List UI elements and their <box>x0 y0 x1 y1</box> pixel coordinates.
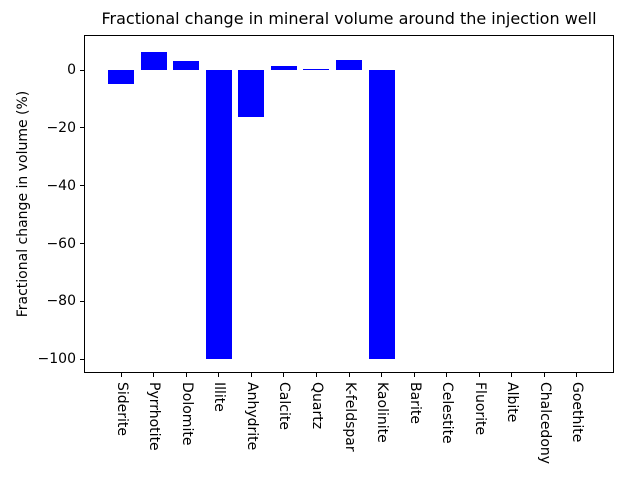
x-tick-mark <box>121 373 122 377</box>
bar-anhydrite <box>238 70 265 117</box>
bar-kaolinite <box>368 70 395 360</box>
bar-calcite <box>270 66 297 70</box>
x-tick-label-chalcedony: Chalcedony <box>536 382 553 465</box>
x-tick-mark <box>414 373 415 377</box>
y-tick-mark <box>80 185 84 186</box>
x-tick-label-kaolinite: Kaolinite <box>374 382 391 443</box>
bar-pyrrhotite <box>140 52 167 70</box>
x-tick-label-k-feldspar: K-feldspar <box>341 382 358 452</box>
x-tick-mark <box>283 373 284 377</box>
x-tick-mark <box>446 373 447 377</box>
x-tick-label-barite: Barite <box>406 382 423 424</box>
x-tick-label-albite: Albite <box>504 382 521 423</box>
chart-title: Fractional change in mineral volume arou… <box>101 9 597 28</box>
y-tick-label: −60 <box>46 236 76 252</box>
bar-siderite <box>108 70 135 85</box>
x-tick-mark <box>186 373 187 377</box>
y-tick-mark <box>80 127 84 128</box>
y-axis-label: Fractional change in volume (%) <box>15 90 31 318</box>
plot-area <box>84 35 614 373</box>
x-tick-mark <box>153 373 154 377</box>
x-tick-label-pyrrhotite: Pyrrhotite <box>146 382 163 451</box>
x-tick-label-fluorite: Fluorite <box>471 382 488 436</box>
y-tick-label: 0 <box>67 62 76 78</box>
y-tick-label: −100 <box>37 351 76 367</box>
x-tick-label-goethite: Goethite <box>569 382 586 443</box>
x-tick-label-celestite: Celestite <box>439 382 456 444</box>
x-tick-mark <box>479 373 480 377</box>
x-tick-mark <box>544 373 545 377</box>
y-tick-mark <box>80 301 84 302</box>
x-tick-mark <box>316 373 317 377</box>
x-tick-mark <box>511 373 512 377</box>
bar-k-feldspar <box>336 59 363 70</box>
x-tick-mark <box>218 373 219 377</box>
x-tick-mark <box>381 373 382 377</box>
x-tick-mark <box>349 373 350 377</box>
y-tick-mark <box>80 70 84 71</box>
x-tick-label-quartz: Quartz <box>308 382 325 430</box>
x-tick-label-anhydrite: Anhydrite <box>243 382 260 451</box>
x-tick-label-illite: Illite <box>211 382 228 412</box>
x-tick-label-dolomite: Dolomite <box>178 382 195 446</box>
bar-dolomite <box>173 61 200 70</box>
bar-illite <box>205 70 232 360</box>
y-tick-label: −20 <box>46 120 76 136</box>
x-tick-mark <box>576 373 577 377</box>
y-tick-label: −40 <box>46 178 76 194</box>
y-tick-mark <box>80 359 84 360</box>
y-tick-label: −80 <box>46 293 76 309</box>
y-tick-mark <box>80 243 84 244</box>
x-tick-mark <box>251 373 252 377</box>
x-tick-label-siderite: Siderite <box>113 382 130 437</box>
x-tick-label-calcite: Calcite <box>276 382 293 430</box>
bar-quartz <box>303 68 330 70</box>
